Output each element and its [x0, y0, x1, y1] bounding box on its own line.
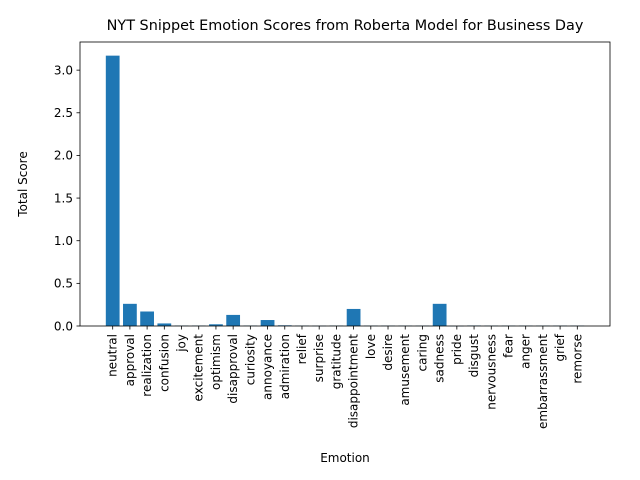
x-tick-label: love	[364, 334, 378, 359]
x-tick-label: sadness	[433, 334, 447, 383]
chart-title: NYT Snippet Emotion Scores from Roberta …	[107, 18, 584, 34]
x-tick-label: caring	[415, 334, 429, 371]
x-tick-label: disapproval	[226, 334, 240, 404]
x-tick-label: neutral	[106, 334, 120, 377]
x-tick-label: desire	[381, 334, 395, 371]
x-tick-label: relief	[295, 333, 309, 364]
y-axis-label: Total Score	[16, 151, 30, 217]
bar-sadness	[432, 303, 447, 326]
x-tick-label: amusement	[398, 334, 412, 406]
bars-group	[105, 55, 585, 327]
x-tick-label: gratitude	[329, 334, 343, 389]
bar-optimism	[209, 324, 223, 326]
x-axis-label: Emotion	[320, 451, 370, 465]
x-tick-label: disappointment	[347, 334, 361, 428]
bar-disapproval	[226, 314, 241, 326]
x-tick-label: approval	[123, 334, 137, 386]
x-ticks-group: neutral approval realization confusion joy ex…	[106, 326, 584, 429]
x-tick-label: anger	[519, 334, 533, 369]
x-tick-label: pride	[450, 334, 464, 365]
y-tick-label: 0.0	[54, 319, 73, 333]
x-tick-label: optimism	[209, 334, 223, 390]
y-tick-label: 1.5	[54, 191, 73, 205]
x-tick-label: fear	[501, 334, 515, 358]
bar-annoyance	[260, 320, 275, 326]
x-tick-label: nervousness	[484, 334, 498, 410]
x-tick-label: grief	[553, 333, 567, 361]
plot-frame	[79, 41, 611, 327]
bar-neutral	[105, 55, 120, 327]
x-tick-label: remorse	[570, 334, 584, 384]
x-tick-label: surprise	[312, 334, 326, 382]
y-tick-label: 0.5	[54, 277, 73, 291]
x-tick-label: annoyance	[261, 334, 275, 400]
x-tick-label: confusion	[157, 334, 171, 392]
y-tick-label: 1.0	[54, 234, 73, 248]
x-tick-label: curiosity	[243, 334, 257, 385]
bar-disappointment	[346, 308, 361, 326]
y-ticks-group: 0.0 0.5 1.0 1.5 2.0 2.5 3.0	[54, 63, 80, 333]
y-tick-label: 2.0	[54, 149, 73, 163]
bar-approval	[123, 303, 137, 326]
bar-realization	[140, 311, 154, 326]
x-tick-label: excitement	[192, 334, 206, 402]
y-tick-label: 3.0	[54, 63, 73, 77]
x-tick-label: disgust	[467, 334, 481, 378]
x-tick-label: joy	[175, 334, 189, 353]
x-tick-label: embarrassment	[536, 334, 550, 429]
bar-confusion	[157, 323, 172, 326]
x-tick-label: admiration	[278, 334, 292, 399]
x-tick-label: realization	[140, 334, 154, 397]
y-tick-label: 2.5	[54, 106, 73, 120]
